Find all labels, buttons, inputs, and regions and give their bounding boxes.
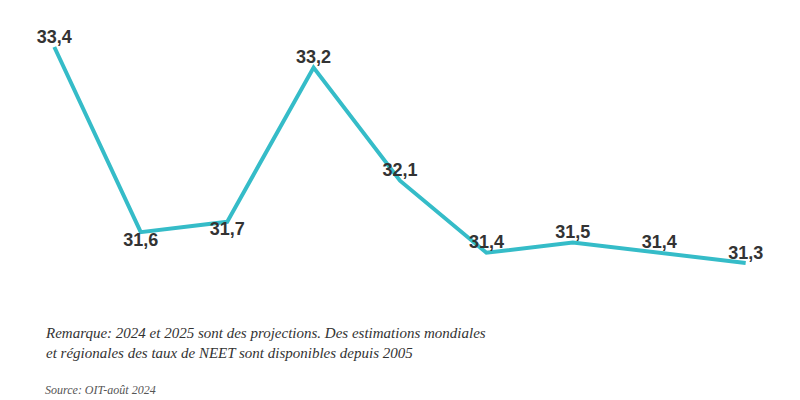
svg-text:31,4: 31,4 [469,232,504,252]
svg-text:Remarque: 2024 et 2025 sont de: Remarque: 2024 et 2025 sont des projecti… [45,325,486,361]
svg-text:31,6: 31,6 [123,230,158,250]
svg-text:33,2: 33,2 [296,47,331,67]
svg-text:31,3: 31,3 [728,243,763,263]
svg-text:Source: OIT-août 2024: Source: OIT-août 2024 [45,383,156,397]
svg-text:31,4: 31,4 [642,232,677,252]
svg-text:33,4: 33,4 [37,27,72,47]
svg-text:31,7: 31,7 [210,219,245,239]
svg-text:32,1: 32,1 [382,160,417,180]
svg-text:31,5: 31,5 [555,222,590,242]
